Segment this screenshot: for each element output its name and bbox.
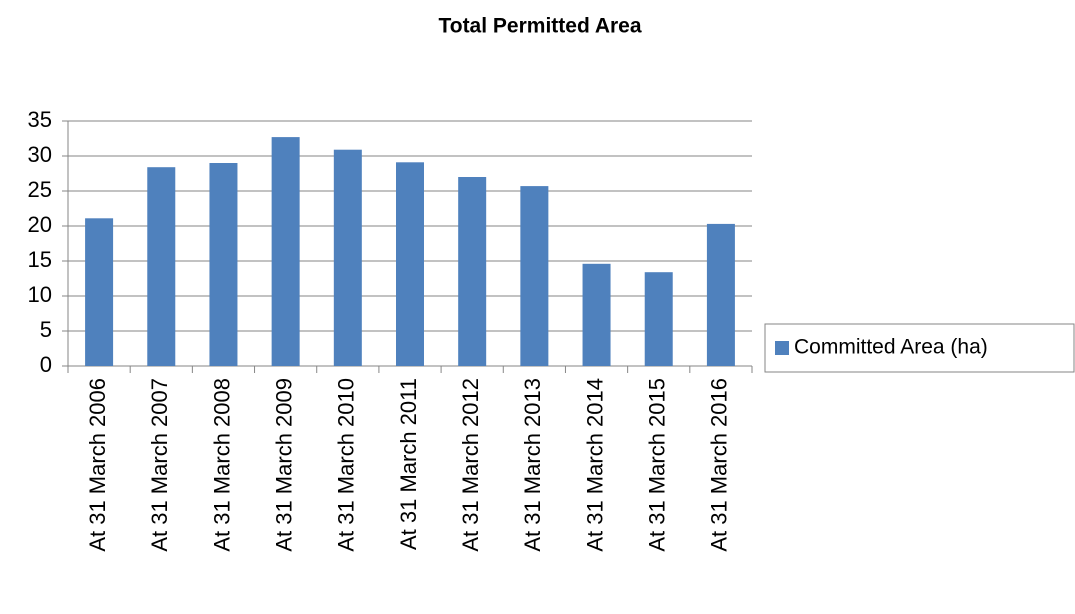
x-tick-label: At 31 March 2014 [582, 378, 607, 552]
x-tick-label: At 31 March 2016 [707, 378, 732, 552]
y-tick-label: 10 [28, 282, 52, 307]
bar [582, 263, 611, 366]
y-tick-label: 0 [40, 352, 52, 377]
x-tick-label: At 31 March 2008 [209, 378, 234, 552]
bar [706, 223, 735, 366]
bar [458, 177, 487, 366]
x-tick-label: At 31 March 2007 [147, 378, 172, 552]
y-tick-label: 20 [28, 212, 52, 237]
y-tick-label: 25 [28, 177, 52, 202]
x-tick-label: At 31 March 2006 [85, 378, 110, 552]
bar [147, 167, 176, 366]
x-tick-label: At 31 March 2009 [271, 378, 296, 552]
x-tick-label: At 31 March 2012 [458, 378, 483, 552]
x-tick-label: At 31 March 2013 [520, 378, 545, 552]
y-tick-label: 35 [28, 107, 52, 132]
legend-label: Committed Area (ha) [794, 336, 988, 359]
x-tick-label: At 31 March 2010 [334, 378, 359, 552]
x-tick-label: At 31 March 2015 [645, 378, 670, 552]
bar [333, 149, 362, 366]
legend-swatch [775, 341, 789, 355]
bar [520, 186, 549, 366]
y-tick-label: 15 [28, 247, 52, 272]
chart-title: Total Permitted Area [438, 15, 641, 38]
y-tick-label: 30 [28, 142, 52, 167]
x-tick-label: At 31 March 2011 [396, 378, 421, 550]
y-tick-label: 5 [40, 317, 52, 342]
bar [644, 272, 673, 366]
legend-box [764, 323, 1075, 373]
bar [85, 218, 114, 366]
bar [396, 162, 424, 366]
bar [209, 163, 238, 366]
bar [271, 137, 300, 366]
